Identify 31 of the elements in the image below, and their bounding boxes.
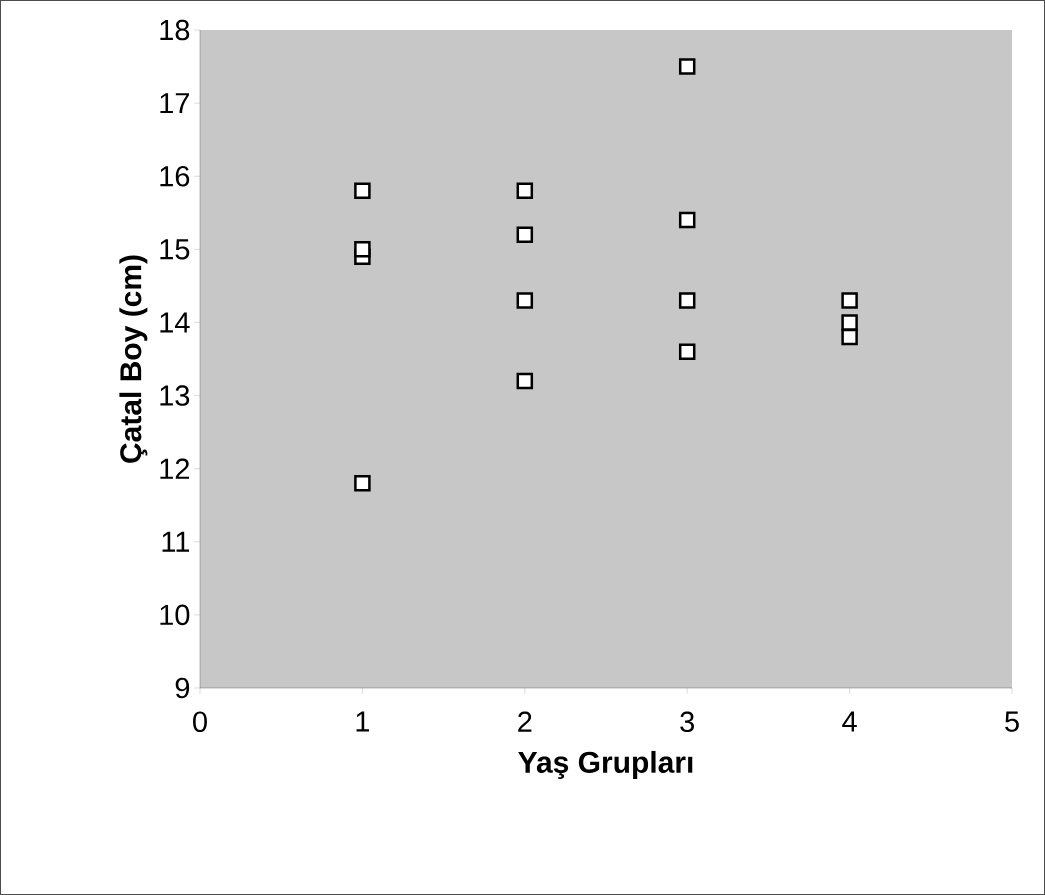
point bbox=[678, 343, 696, 360]
y-tick-label: 9 bbox=[175, 677, 190, 699]
point bbox=[516, 292, 534, 309]
y-tick-label: 17 bbox=[160, 93, 189, 114]
y-tick-label: 11 bbox=[162, 531, 190, 552]
point bbox=[516, 372, 534, 390]
point bbox=[516, 182, 534, 200]
point bbox=[841, 314, 858, 331]
y-tick-label: 13 bbox=[160, 385, 190, 406]
x-tick-label: 1 bbox=[356, 711, 370, 732]
x-tick-label: 4 bbox=[842, 711, 857, 732]
y-tick-label: 16 bbox=[160, 165, 190, 187]
y-axis-title: Çatal Boy (cm) bbox=[119, 255, 148, 463]
y-tick-label: 12 bbox=[160, 458, 189, 479]
point bbox=[678, 58, 696, 75]
point bbox=[354, 182, 371, 200]
x-tick-label: 5 bbox=[1005, 711, 1019, 732]
x-tick-label: 2 bbox=[518, 711, 532, 732]
point bbox=[516, 226, 534, 243]
point bbox=[841, 292, 858, 309]
y-tick-label: 18 bbox=[160, 19, 190, 41]
y-tick-label: 14 bbox=[160, 312, 190, 333]
point bbox=[354, 475, 371, 492]
point bbox=[678, 292, 696, 309]
x-tick-label: 0 bbox=[193, 711, 207, 733]
point bbox=[678, 211, 696, 229]
x-tick-label: 3 bbox=[680, 711, 694, 733]
y-tick-label: 10 bbox=[160, 604, 190, 626]
x-axis-title: Yaş Grupları bbox=[518, 750, 693, 779]
point bbox=[354, 241, 371, 258]
y-tick-label: 15 bbox=[160, 239, 190, 260]
